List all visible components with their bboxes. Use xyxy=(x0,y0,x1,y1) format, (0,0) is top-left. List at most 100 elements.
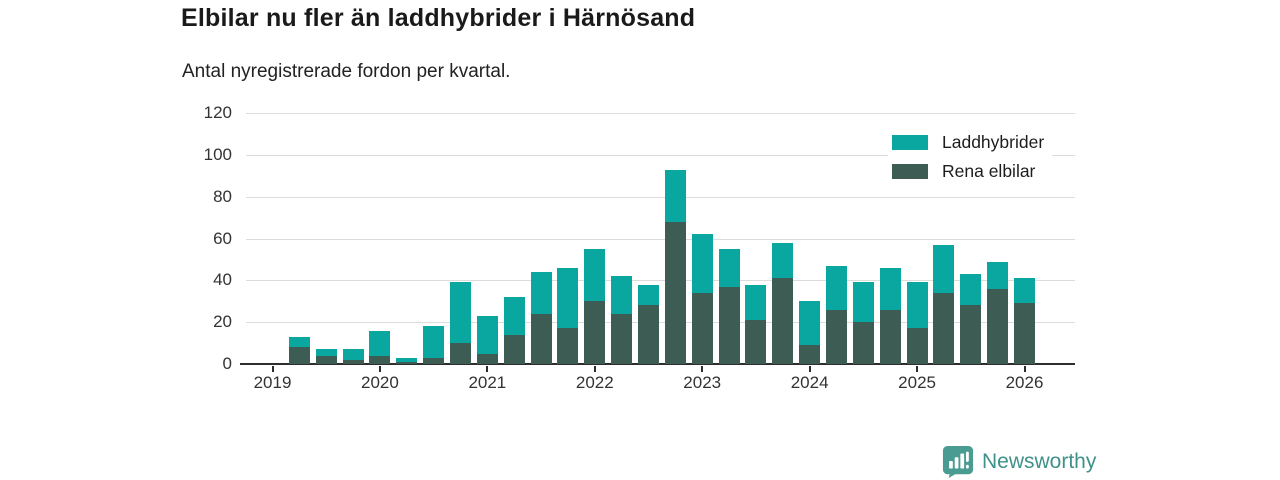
bar-2024-q4-laddhybrider xyxy=(879,267,901,310)
bar-2022-q2-rena-elbilar xyxy=(611,313,633,364)
bar-2023-q3-laddhybrider xyxy=(745,284,767,321)
bar-2021-q3-laddhybrider xyxy=(530,271,552,314)
x-axis-tick-2019 xyxy=(271,366,274,372)
legend-swatch-laddhybrider xyxy=(892,135,928,150)
bar-2020-q4-rena-elbilar xyxy=(450,343,471,364)
bar-2023-q2-laddhybrider xyxy=(718,248,740,287)
bar-2024-q3-laddhybrider xyxy=(852,282,874,323)
legend-label-rena-elbilar: Rena elbilar xyxy=(942,161,1036,181)
bar-2021-q1-laddhybrider xyxy=(476,315,498,354)
bar-2023-q1-rena-elbilar xyxy=(691,292,713,364)
legend-item-rena-elbilar: Rena elbilar xyxy=(892,161,1044,182)
y-axis-label-120: 120 xyxy=(203,103,232,122)
newsworthy-logo[interactable]: Newsworthy xyxy=(942,445,1096,478)
x-axis-label-2025: 2025 xyxy=(898,373,936,392)
bar-2020-q2-rena-elbilar xyxy=(396,361,418,364)
chart-subtitle: Antal nyregistrerade fordon per kvartal. xyxy=(182,61,511,82)
x-axis-label-2021: 2021 xyxy=(468,373,507,392)
bar-2019-q4-rena-elbilar xyxy=(342,359,364,364)
bar-2025-q1-rena-elbilar xyxy=(906,328,928,364)
y-axis-label-0: 0 xyxy=(222,354,232,373)
bar-2022-q1-rena-elbilar xyxy=(584,301,606,364)
bar-2024-q1-laddhybrider xyxy=(799,301,821,346)
x-axis-tick-2023 xyxy=(701,366,704,372)
y-axis-label-40: 40 xyxy=(213,270,232,290)
x-axis-label-2019: 2019 xyxy=(253,373,292,392)
x-axis-tick-2025 xyxy=(916,366,919,372)
y-axis-label-60: 60 xyxy=(213,228,232,248)
x-axis-line xyxy=(240,363,1075,365)
x-axis-label-2024: 2024 xyxy=(790,373,829,392)
bar-2019-q2-rena-elbilar xyxy=(288,347,310,364)
bar-2022-q3-rena-elbilar xyxy=(638,305,659,364)
bar-2022-q1-laddhybrider xyxy=(584,248,606,302)
bar-2021-q1-rena-elbilar xyxy=(476,353,498,364)
bar-2025-q3-laddhybrider xyxy=(960,274,982,306)
bar-2020-q4-laddhybrider xyxy=(450,282,471,344)
bar-2023-q1-laddhybrider xyxy=(691,234,713,293)
legend-swatch-rena-elbilar xyxy=(892,164,928,179)
x-axis-tick-2020 xyxy=(378,366,381,372)
x-axis-tick-2026 xyxy=(1023,366,1026,372)
bar-2019-q3-laddhybrider xyxy=(315,349,337,356)
x-axis-tick-2021 xyxy=(486,366,489,372)
bar-2022-q4-laddhybrider xyxy=(664,169,686,222)
legend: Laddhybrider Rena elbilar xyxy=(888,129,1053,185)
bar-2024-q2-laddhybrider xyxy=(826,265,847,310)
x-axis-label-2020: 2020 xyxy=(361,373,399,392)
bar-2023-q3-rena-elbilar xyxy=(745,320,767,364)
bar-2022-q3-laddhybrider xyxy=(638,284,659,306)
bar-2023-q2-rena-elbilar xyxy=(718,286,740,364)
bar-2024-q2-rena-elbilar xyxy=(826,309,847,364)
bar-2019-q2-laddhybrider xyxy=(288,336,310,348)
gridline-y20 xyxy=(246,322,1075,324)
gridline-y120 xyxy=(246,113,1075,114)
bar-2021-q3-rena-elbilar xyxy=(530,313,552,364)
bar-2025-q2-rena-elbilar xyxy=(933,292,955,364)
gridline-y60 xyxy=(246,238,1075,240)
y-axis-label-80: 80 xyxy=(213,186,232,206)
bar-2025-q1-laddhybrider xyxy=(906,282,928,329)
bar-2020-q1-laddhybrider xyxy=(369,330,391,356)
bar-2025-q2-laddhybrider xyxy=(933,244,955,293)
bar-2021-q4-rena-elbilar xyxy=(557,328,579,364)
bar-2025-q4-rena-elbilar xyxy=(987,288,1009,364)
bar-2022-q2-laddhybrider xyxy=(611,276,633,314)
gridline-y40 xyxy=(246,280,1075,282)
bar-2020-q1-rena-elbilar xyxy=(369,355,391,364)
bar-2021-q2-rena-elbilar xyxy=(503,334,525,364)
bar-2026-q1-laddhybrider xyxy=(1014,278,1035,304)
x-axis-label-2026: 2026 xyxy=(1005,373,1044,392)
y-axis-label-100: 100 xyxy=(203,144,232,164)
plot-area: Laddhybrider Rena elbilar 0 20 40 60 80 100 12… xyxy=(204,103,1075,392)
bar-2025-q4-laddhybrider xyxy=(987,261,1009,289)
bar-2023-q4-laddhybrider xyxy=(772,242,794,279)
bar-2024-q3-rena-elbilar xyxy=(852,322,874,364)
legend-label-laddhybrider: Laddhybrider xyxy=(942,132,1045,152)
gridline-y100 xyxy=(246,154,1075,156)
bar-2025-q3-rena-elbilar xyxy=(960,305,982,364)
bar-2020-q3-laddhybrider xyxy=(423,326,445,358)
bar-2019-q3-rena-elbilar xyxy=(315,355,337,364)
bar-2020-q2-laddhybrider xyxy=(396,357,418,362)
bar-2021-q4-laddhybrider xyxy=(557,267,579,329)
legend-item-laddhybrider: Laddhybrider xyxy=(892,132,1044,153)
x-axis-label-2023: 2023 xyxy=(683,373,722,392)
bar-2023-q4-rena-elbilar xyxy=(772,278,794,364)
newsworthy-wordmark: Newsworthy xyxy=(982,449,1097,473)
bar-2020-q3-rena-elbilar xyxy=(423,357,445,364)
x-axis-tick-2022 xyxy=(593,366,596,372)
newsworthy-badge-icon xyxy=(942,445,974,478)
chart-title: Elbilar nu fler än laddhybrider i Härnös… xyxy=(181,4,696,32)
y-axis-label-20: 20 xyxy=(213,312,232,332)
bar-2019-q4-laddhybrider xyxy=(342,349,364,360)
bar-2021-q2-laddhybrider xyxy=(503,297,525,335)
gridline-y80 xyxy=(246,196,1075,198)
bar-2022-q4-rena-elbilar xyxy=(664,221,686,364)
bar-2024-q4-rena-elbilar xyxy=(879,309,901,364)
x-axis-tick-2024 xyxy=(808,366,811,372)
bar-2024-q1-rena-elbilar xyxy=(799,345,821,364)
x-axis-label-2022: 2022 xyxy=(575,373,614,392)
bar-2026-q1-rena-elbilar xyxy=(1014,303,1035,364)
